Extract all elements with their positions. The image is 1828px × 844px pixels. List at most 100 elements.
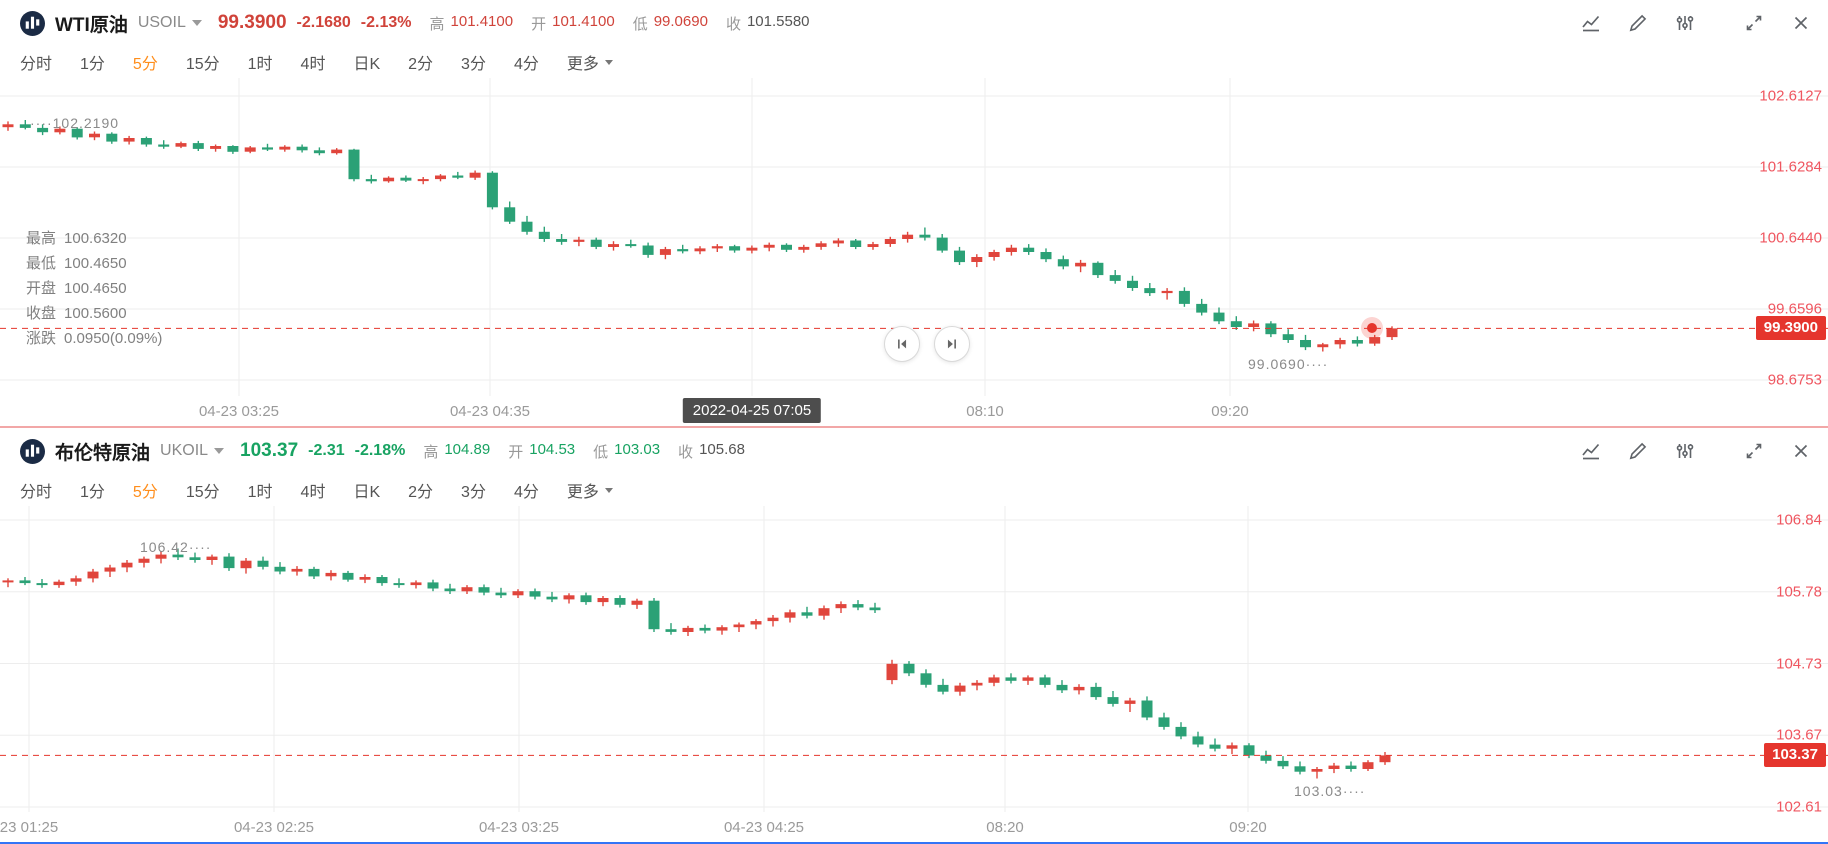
expand-icon <box>1746 15 1762 31</box>
draw-button[interactable] <box>1627 12 1649 34</box>
last-price-pulse-dot <box>1367 323 1377 334</box>
chart-style-button[interactable] <box>1580 440 1602 462</box>
info-row: 最低 100.4650 <box>26 255 127 272</box>
quote-stats: 高 101.4100 开 101.4100 低 99.0690 收 101.5580 <box>430 13 810 34</box>
timeframe-tab[interactable]: 1分 <box>80 50 105 74</box>
instrument-title: 布伦特原油 <box>55 442 151 464</box>
more-label: 更多 <box>566 484 599 501</box>
close-button[interactable] <box>1790 440 1812 462</box>
last-price: 99.3900 <box>217 12 287 33</box>
info-row: 收盘 100.5600 <box>26 305 127 322</box>
timeframe-row: 分时 1分 5分 15分 1时 4时 日K 2分 3分 4分 更多 <box>0 46 1828 78</box>
chart-area[interactable]: 106.84 105.78 104.73 103.67 102.61 103.37 10… <box>0 506 1828 816</box>
line-chart-icon <box>1582 15 1600 32</box>
low-price-marker: 99.0690···· <box>1248 355 1329 372</box>
replay-controls <box>884 326 970 362</box>
instrument-title: WTI原油 <box>55 14 128 36</box>
wti-chart-panel: WTI原油 USOIL 99.3900 -2.1680 -2.13% 高 101.… <box>0 0 1828 428</box>
candlestick-chart[interactable] <box>0 78 1828 396</box>
timeframe-tab[interactable]: 15分 <box>186 478 220 502</box>
indicator-button[interactable] <box>1674 440 1696 462</box>
chart-area[interactable]: 102.6127 101.6284 100.6440 99.6596 98.6753 最… <box>0 78 1828 396</box>
chart-toolbar <box>1580 12 1812 34</box>
timeframe-more-button[interactable]: 更多 <box>567 478 613 502</box>
skip-to-start-button[interactable] <box>884 326 920 362</box>
quote-stats: 高 104.89 开 104.53 低 103.03 收 105.68 <box>423 441 745 462</box>
timeframe-tab-active[interactable]: 5分 <box>133 50 158 74</box>
x-axis: 04-23 03:25 04-23 04:35 2022-04-25 07:05 08… <box>0 396 1828 426</box>
chevron-down-icon <box>604 59 613 65</box>
quote-stat: 收 101.5580 <box>725 12 810 33</box>
timeframe-tab[interactable]: 4分 <box>514 50 539 74</box>
x-axis-tick-label: 08:20 <box>986 819 1024 836</box>
last-price: 103.37 <box>240 440 299 461</box>
draw-button[interactable] <box>1627 440 1649 462</box>
chevron-down-icon <box>191 20 202 26</box>
timeframe-tab[interactable]: 1时 <box>248 478 273 502</box>
x-axis-tick-label: 08:10 <box>966 403 1004 420</box>
indicators-icon <box>1676 16 1694 30</box>
price-change-pct: -2.18% <box>354 442 406 459</box>
fullscreen-button[interactable] <box>1743 12 1765 34</box>
timeframe-tab[interactable]: 2分 <box>408 50 433 74</box>
timeframe-tab[interactable]: 1分 <box>80 478 105 502</box>
instrument-logo-icon <box>20 10 45 36</box>
timeframe-tab[interactable]: 日K <box>353 50 380 74</box>
x-axis: 23 01:25 04-23 02:25 04-23 03:25 04-23 04:2… <box>0 812 1828 842</box>
timeframe-tab[interactable]: 4时 <box>301 478 326 502</box>
panel-header: WTI原油 USOIL 99.3900 -2.1680 -2.13% 高 101.… <box>0 0 1828 46</box>
x-axis-tick-label: 04-23 02:25 <box>233 819 315 836</box>
timeframe-tab[interactable]: 2分 <box>408 478 433 502</box>
timeframe-tab[interactable]: 15分 <box>186 50 220 74</box>
chart-style-button[interactable] <box>1580 12 1602 34</box>
skip-to-end-button[interactable] <box>934 326 970 362</box>
timeframe-tab[interactable]: 1时 <box>248 50 273 74</box>
quote-stat: 低 99.0690 <box>632 12 708 33</box>
x-axis-tick-label: 09:20 <box>1211 403 1249 420</box>
brent-chart-panel: 布伦特原油 UKOIL 103.37 -2.31 -2.18% 高 104.89 开… <box>0 428 1828 844</box>
ohlc-info-panel: 最高 100.6320 最低 100.4650 开盘 100.4650 收盘 100.5600… <box>26 226 162 351</box>
timeframe-tab-active[interactable]: 5分 <box>133 478 158 502</box>
quote-stat: 低 103.03 <box>593 440 661 461</box>
timeframe-tab[interactable]: 3分 <box>461 50 486 74</box>
instrument-logo-icon <box>20 438 45 464</box>
x-axis-tick-label: 04-23 04:25 <box>723 819 805 836</box>
x-axis-tick-label: 04-23 03:25 <box>478 819 560 836</box>
candlestick-chart[interactable] <box>0 506 1828 812</box>
timeframe-tab[interactable]: 4分 <box>514 478 539 502</box>
timeframe-tab[interactable]: 3分 <box>461 478 486 502</box>
timeframe-tab[interactable]: 日K <box>353 478 380 502</box>
symbol-label: USOIL <box>137 14 186 31</box>
price-change-pct: -2.13% <box>360 14 412 31</box>
symbol-selector[interactable]: UKOIL <box>160 442 225 460</box>
timeframe-row: 分时 1分 5分 15分 1时 4时 日K 2分 3分 4分 更多 <box>0 474 1828 506</box>
pencil-icon <box>1629 14 1647 32</box>
low-price-marker: 103.03···· <box>1294 782 1366 799</box>
timeframe-more-button[interactable]: 更多 <box>567 50 613 74</box>
symbol-selector[interactable]: USOIL <box>138 14 202 32</box>
skip-to-end-icon <box>947 339 956 349</box>
quote-stat: 开 104.53 <box>508 440 576 461</box>
price-change: -2.31 <box>308 442 345 459</box>
info-row: 最高 100.6320 <box>26 230 127 247</box>
symbol-label: UKOIL <box>160 442 209 459</box>
skip-to-start-icon <box>898 339 907 349</box>
chart-toolbar <box>1580 440 1812 462</box>
timeframe-tab[interactable]: 4时 <box>301 50 326 74</box>
fullscreen-button[interactable] <box>1743 440 1765 462</box>
line-chart-icon <box>1582 443 1600 460</box>
x-axis-tick-label: 04-23 04:35 <box>449 403 531 420</box>
timeframe-tab[interactable]: 分时 <box>20 50 52 74</box>
quote-stat: 收 105.68 <box>678 440 745 461</box>
panel-header: 布伦特原油 UKOIL 103.37 -2.31 -2.18% 高 104.89 开… <box>0 428 1828 474</box>
pencil-icon <box>1629 442 1647 460</box>
indicator-button[interactable] <box>1674 12 1696 34</box>
timeframe-tab[interactable]: 分时 <box>20 478 52 502</box>
high-price-marker: 106.42···· <box>140 539 212 556</box>
close-button[interactable] <box>1790 12 1812 34</box>
x-axis-tick-label: 23 01:25 <box>0 819 59 836</box>
high-price-marker: ····102.2190 <box>30 115 120 132</box>
x-axis-tick-label: 09:20 <box>1229 819 1267 836</box>
price-change: -2.1680 <box>296 14 351 31</box>
more-label: 更多 <box>566 56 599 73</box>
